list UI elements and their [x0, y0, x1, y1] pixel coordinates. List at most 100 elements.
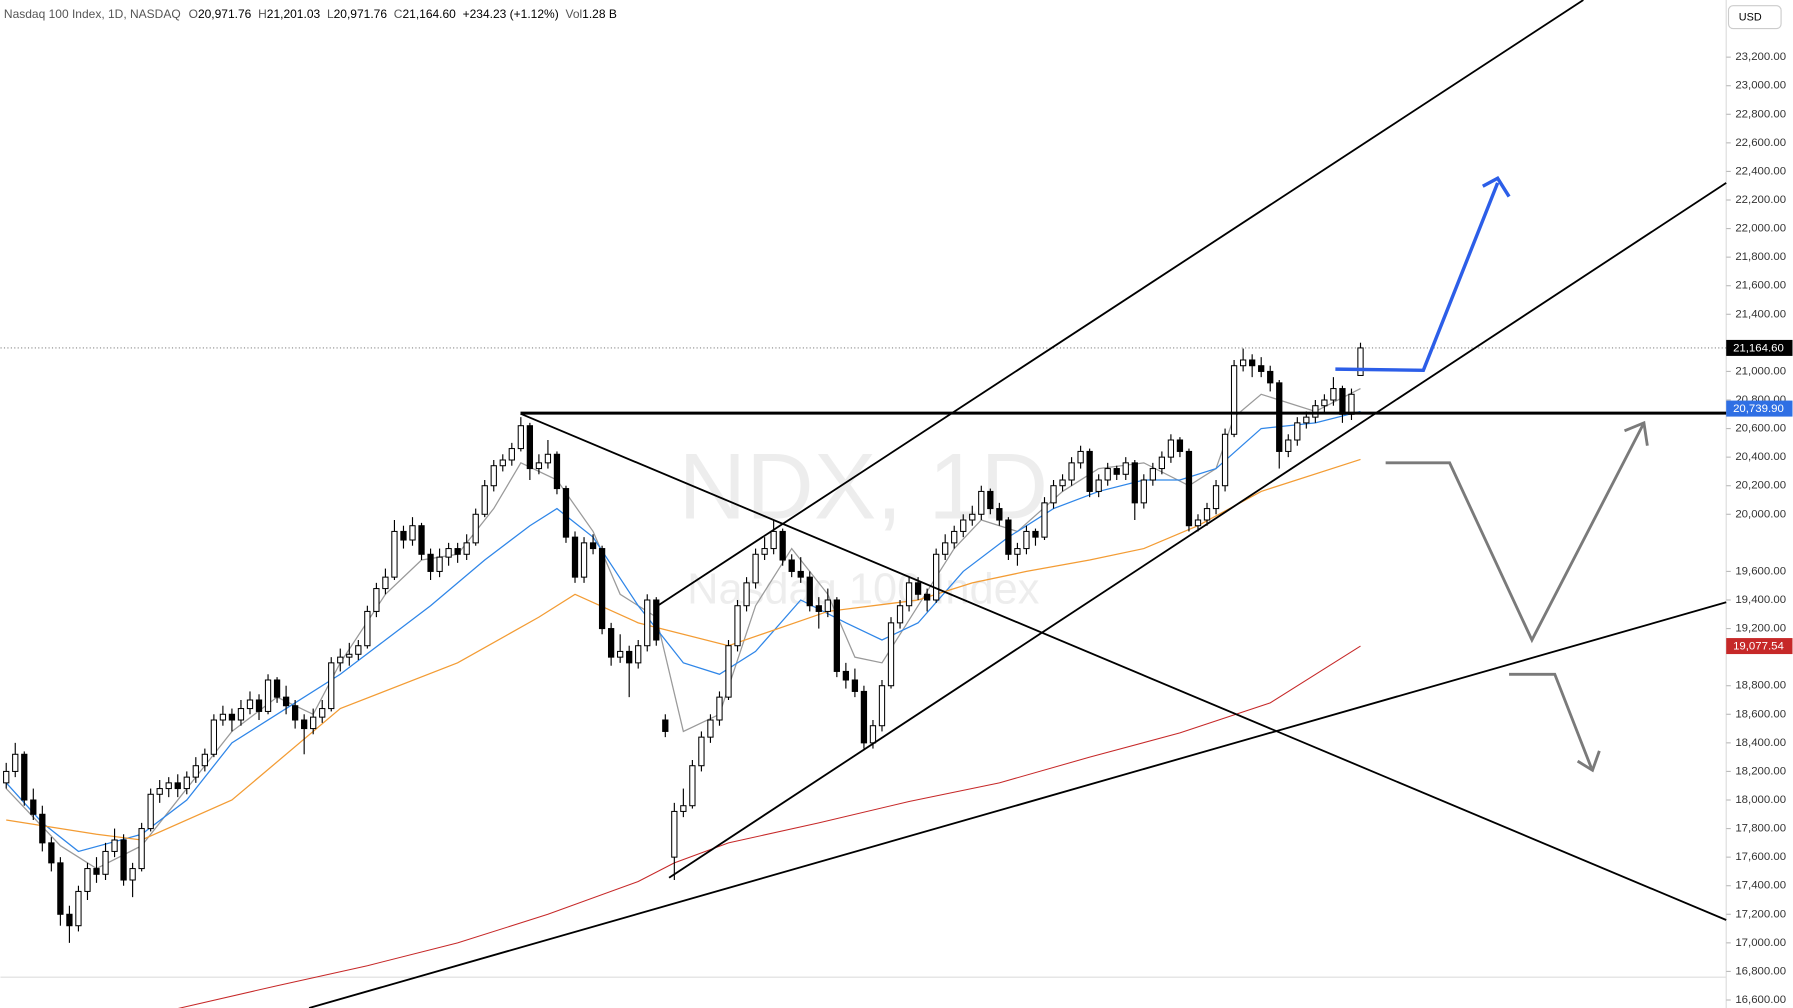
y-tick-label: 20,000.00	[1735, 508, 1786, 520]
candle-body	[57, 862, 64, 915]
trend-line	[520, 412, 1727, 921]
candle-body	[1258, 365, 1265, 372]
y-tick-label: 22,800.00	[1735, 108, 1786, 120]
candle-body	[1249, 359, 1256, 367]
candle-body	[1303, 416, 1310, 424]
y-tick-label: 17,600.00	[1735, 851, 1786, 863]
price-label: 20,739.90	[1733, 403, 1784, 415]
candle-body	[1005, 519, 1012, 555]
candle-body	[427, 553, 434, 572]
header: Nasdaq 100 Index, 1D, NASDAQ O20,971.76 …	[4, 7, 617, 21]
candle-body	[481, 485, 488, 515]
candle-body	[1185, 450, 1193, 527]
candle-body	[273, 679, 281, 698]
candle-body	[562, 488, 570, 538]
candle-body	[833, 599, 840, 672]
candle-body	[1032, 530, 1039, 538]
candle-body	[508, 448, 515, 461]
candle-body	[1140, 479, 1147, 504]
candle-body	[860, 690, 868, 744]
candle-body	[1176, 439, 1184, 452]
trend-line	[308, 601, 1727, 1008]
candle-body	[752, 553, 759, 584]
volume-key: Vol	[565, 7, 582, 21]
scenario-path	[1385, 424, 1645, 644]
y-tick-label: 18,600.00	[1735, 708, 1786, 720]
candle-body	[779, 530, 786, 561]
currency[interactable]: USD	[1739, 12, 1762, 24]
arrow-head	[1623, 420, 1649, 446]
arrow-head	[1481, 176, 1511, 198]
candle-body	[364, 610, 371, 647]
y-tick-label: 17,000.00	[1735, 937, 1786, 949]
candle-body	[1086, 450, 1093, 492]
candle-body	[923, 593, 931, 601]
plot	[0, 342, 1727, 1008]
candle-body	[264, 679, 272, 712]
candle-body	[698, 736, 705, 767]
candle-body	[1203, 508, 1211, 521]
candle-body	[138, 828, 145, 870]
y-tick-label: 22,600.00	[1735, 137, 1786, 149]
arrow-head	[1576, 750, 1601, 773]
candle-body	[589, 542, 597, 550]
trend-line	[657, 0, 1584, 607]
candle-body	[598, 548, 606, 630]
candle-body	[156, 788, 163, 795]
currency-button[interactable]	[1727, 5, 1782, 30]
candle-body	[12, 753, 19, 772]
candle-body	[1221, 433, 1229, 487]
candle-body	[3, 770, 10, 784]
candle-body	[761, 548, 768, 555]
volume: 1.28 B	[582, 7, 617, 21]
candle-body	[499, 459, 506, 467]
candle-body	[580, 542, 588, 578]
candle-body	[626, 650, 633, 664]
y-tick-label: 18,200.00	[1735, 765, 1786, 777]
candle-body	[219, 713, 227, 721]
ohlc-value: 20,971.76	[198, 7, 252, 21]
candle-body	[1131, 462, 1138, 504]
candle-body	[662, 719, 669, 732]
y-tick-label: 18,800.00	[1735, 680, 1786, 692]
candle-body	[1230, 365, 1238, 435]
candle-body	[689, 765, 696, 807]
candle-body	[815, 605, 822, 612]
candle-body	[1194, 519, 1202, 527]
candle-body	[770, 530, 777, 550]
candle-body	[1059, 479, 1066, 487]
candle-body	[1330, 388, 1337, 401]
candle-body	[734, 605, 741, 647]
candle-body	[192, 765, 199, 778]
y-tick-label: 22,000.00	[1735, 223, 1786, 235]
candle-body	[355, 645, 362, 655]
drawings	[308, 0, 1727, 1008]
price-label: 21,164.60	[1733, 343, 1784, 355]
candle-body	[75, 890, 82, 927]
candle-body	[1239, 359, 1247, 367]
candle-body	[1122, 462, 1129, 475]
candle-body	[373, 588, 380, 612]
candle-body	[1113, 468, 1120, 475]
candle-body	[987, 490, 994, 510]
candle-body	[84, 868, 91, 892]
candle-body	[1321, 399, 1328, 407]
candle-body	[490, 465, 497, 487]
y-tick-label: 17,200.00	[1735, 908, 1786, 920]
candle-body	[310, 716, 317, 730]
candle-body	[337, 656, 344, 664]
candle-body	[346, 653, 353, 658]
watermark: NDX, 1D	[679, 433, 1049, 538]
y-tick-label: 19,400.00	[1735, 594, 1786, 606]
candle-body	[174, 782, 181, 790]
candle-body	[183, 776, 190, 790]
candle-body	[147, 793, 154, 830]
candle-body	[996, 508, 1003, 521]
candle-body	[400, 530, 407, 541]
candle-body	[291, 705, 299, 721]
candle-body	[743, 582, 750, 607]
candle-body	[535, 462, 543, 470]
candle-body	[246, 699, 254, 710]
price-label: 19,077.54	[1733, 641, 1784, 653]
price-label-box	[1726, 339, 1793, 356]
